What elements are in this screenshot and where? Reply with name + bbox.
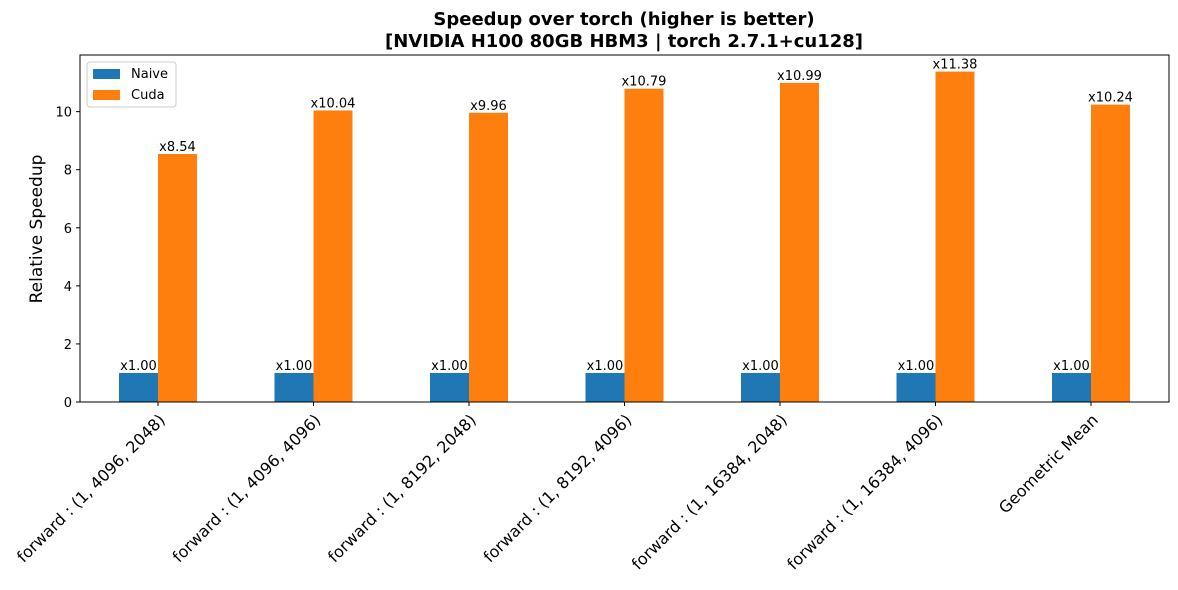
x-tick-label: forward : (1, 4096, 4096) (169, 410, 325, 566)
data-label-cuda: x10.99 (777, 69, 822, 84)
bar-cuda (1091, 104, 1130, 403)
plot-frame (79, 54, 1170, 403)
data-label-naive: x1.00 (742, 359, 779, 374)
y-tick-label: 8 (64, 164, 72, 179)
bar-naive (741, 372, 780, 402)
legend-label-naive: Naive (131, 67, 168, 82)
bar-naive (430, 372, 469, 402)
data-label-cuda: x10.79 (622, 75, 667, 90)
x-tick-label: forward : (1, 4096, 2048) (13, 410, 169, 566)
data-label-cuda: x10.24 (1088, 91, 1133, 106)
data-label-naive: x1.00 (1053, 359, 1090, 374)
x-tick-label: forward : (1, 16384, 4096) (783, 410, 946, 573)
data-label-naive: x1.00 (120, 359, 157, 374)
chart-title: Speedup over torch (higher is better) (433, 9, 814, 30)
y-tick-label: 6 (64, 222, 72, 237)
legend-swatch-naive (93, 69, 120, 79)
bar-cuda (313, 110, 353, 403)
bar-naive (585, 372, 625, 402)
bar-cuda (469, 112, 508, 402)
y-tick-label: 0 (64, 396, 72, 411)
bar-naive (1052, 372, 1091, 402)
y-tick-label: 2 (64, 338, 72, 353)
chart-subtitle: [NVIDIA H100 80GB HBM3 | torch 2.7.1+cu1… (385, 31, 863, 52)
data-label-cuda: x10.04 (311, 96, 356, 111)
bar-naive (119, 372, 158, 402)
legend-swatch-cuda (93, 90, 120, 100)
data-label-naive: x1.00 (898, 359, 935, 374)
bar-cuda (158, 154, 197, 402)
y-tick-label: 4 (64, 280, 72, 295)
bar-cuda (780, 82, 819, 402)
x-tick-label: forward : (1, 8192, 4096) (480, 410, 636, 566)
y-axis-label: Relative Speedup (27, 155, 47, 304)
x-tick-label: forward : (1, 8192, 2048) (324, 410, 480, 566)
data-label-cuda: x9.96 (470, 99, 507, 114)
bar-cuda (935, 71, 975, 403)
data-label-naive: x1.00 (276, 359, 313, 374)
legend-label-cuda: Cuda (131, 88, 165, 103)
x-tick-label: Geometric Mean (995, 410, 1102, 517)
data-label-naive: x1.00 (431, 359, 468, 374)
bar-cuda (624, 88, 664, 402)
legend: Naive Cuda (86, 61, 177, 108)
data-label-cuda: x8.54 (159, 140, 196, 155)
bar-naive (896, 372, 936, 402)
y-tick-label: 10 (55, 106, 72, 121)
bar-naive (274, 372, 314, 402)
data-label-naive: x1.00 (587, 359, 624, 374)
x-tick-label: forward : (1, 16384, 2048) (628, 410, 791, 573)
data-label-cuda: x11.38 (933, 58, 978, 73)
